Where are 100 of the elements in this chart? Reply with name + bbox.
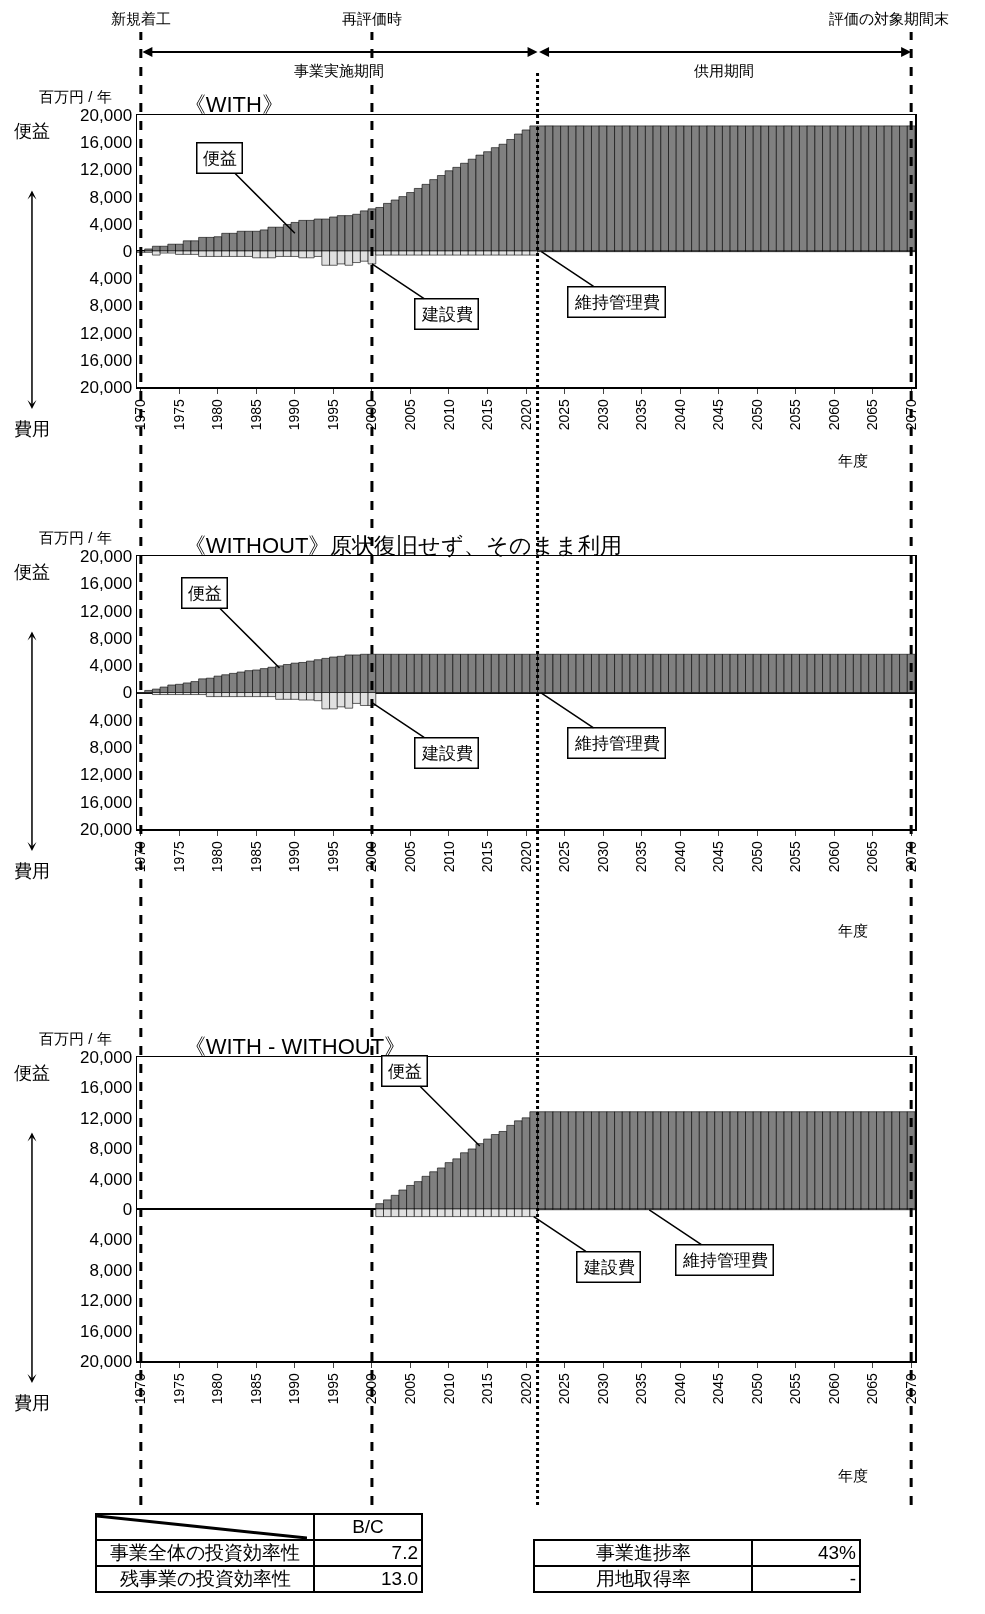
y-tick-label: 16,000 <box>80 1321 133 1341</box>
x-axis-title: 年度 <box>838 1467 868 1484</box>
x-tick-label: 1975 <box>170 1372 187 1405</box>
x-tick-label: 2005 <box>402 840 419 873</box>
text: 供用期間 <box>694 62 754 79</box>
x-tick-label: 2035 <box>633 1372 650 1405</box>
x-tick-label: 1985 <box>247 398 264 431</box>
x-tick-label: 2050 <box>748 840 765 873</box>
category-label: 残事業の投資効率性 <box>96 1566 314 1592</box>
y-tick-label: 8,000 <box>89 628 133 648</box>
x-tick-label: 1995 <box>324 840 341 873</box>
x-tick-label: 2055 <box>787 398 804 431</box>
y-tick-label: 4,000 <box>89 214 133 234</box>
x-tick-label: 1980 <box>209 840 226 873</box>
y-tick-label: 0 <box>122 683 133 703</box>
y-tick-label: 4,000 <box>89 710 133 730</box>
x-tick-label: 2045 <box>710 398 727 431</box>
ref-line-label: 評価の対象期間末 <box>829 10 949 27</box>
y-tick-label: 4,000 <box>89 656 133 676</box>
y-tick-label: 0 <box>122 1199 133 1219</box>
x-tick-label: 2030 <box>594 398 611 431</box>
x-tick-label: 2005 <box>402 398 419 431</box>
text: 43% <box>817 1542 856 1563</box>
y-tick-label: 12,000 <box>80 601 133 621</box>
x-tick-label: 2040 <box>671 840 688 873</box>
x-tick-label: 2030 <box>594 1372 611 1405</box>
annotation: 建設費 <box>582 1257 635 1277</box>
x-tick-label: 2060 <box>825 840 842 873</box>
y-tick-label: 12,000 <box>80 765 133 785</box>
y-tick-label: 20,000 <box>80 105 133 125</box>
y-tick-label: 16,000 <box>80 574 133 594</box>
x-tick-label: 2060 <box>825 1372 842 1405</box>
annotation: 便益 <box>387 1061 422 1081</box>
text: B/C <box>314 1514 422 1540</box>
x-axis-title: 年度 <box>838 452 868 469</box>
y-tick-label: 20,000 <box>80 377 133 397</box>
x-tick-label: 1985 <box>247 1372 264 1405</box>
y-axis-title: 百万円 / 年 <box>39 88 112 105</box>
x-tick-label: 2010 <box>440 840 457 873</box>
x-tick-label: 1995 <box>324 398 341 431</box>
annotation: 便益 <box>187 583 222 603</box>
x-tick-label: 2015 <box>479 840 496 873</box>
x-tick-label: 2055 <box>787 840 804 873</box>
x-tick-label: 2045 <box>710 1372 727 1405</box>
x-tick-label: 2025 <box>556 398 573 431</box>
y-axis-title: 百万円 / 年 <box>39 1030 112 1047</box>
x-tick-label: 2040 <box>671 1372 688 1405</box>
category-label: 用地取得率 <box>534 1566 752 1592</box>
text: 費用 <box>14 861 50 881</box>
annotation: 維持管理費 <box>573 292 660 312</box>
text: 7.2 <box>391 1542 418 1563</box>
x-tick-label: 2035 <box>633 840 650 873</box>
x-tick-label: 1980 <box>209 398 226 431</box>
chart-title: 《WITH》 <box>183 92 284 117</box>
annotation: 維持管理費 <box>573 733 660 753</box>
x-tick-label: 2035 <box>633 398 650 431</box>
y-tick-label: 8,000 <box>89 1139 133 1159</box>
x-tick-label: 1995 <box>324 1372 341 1405</box>
y-tick-label: 20,000 <box>80 546 133 566</box>
x-tick-label: 2025 <box>556 840 573 873</box>
x-tick-label: 2010 <box>440 398 457 431</box>
x-tick-label: 2065 <box>864 398 881 431</box>
x-tick-label: 2040 <box>671 398 688 431</box>
ref-line-label: 再評価時 <box>342 10 402 27</box>
x-tick-label: 1975 <box>170 840 187 873</box>
x-tick-label: 2005 <box>402 1372 419 1405</box>
y-tick-label: 16,000 <box>80 133 133 153</box>
x-tick-label: 1975 <box>170 398 187 431</box>
y-tick-label: 16,000 <box>80 350 133 370</box>
y-tick-label: 12,000 <box>80 323 133 343</box>
annotation: 建設費 <box>420 304 473 324</box>
x-tick-label: 1985 <box>247 840 264 873</box>
y-tick-label: 8,000 <box>89 738 133 758</box>
x-tick-label: 2050 <box>748 398 765 431</box>
x-tick-label: 2020 <box>517 1372 534 1405</box>
x-axis-title: 年度 <box>838 922 868 939</box>
y-tick-label: 16,000 <box>80 1078 133 1098</box>
y-tick-label: 20,000 <box>80 1047 133 1067</box>
chart-title: 《WITH - WITHOUT》 <box>183 1034 407 1059</box>
text: 便益 <box>14 121 50 141</box>
y-tick-label: 20,000 <box>80 819 133 839</box>
y-tick-label: 4,000 <box>89 1230 133 1250</box>
y-tick-label: 12,000 <box>80 1291 133 1311</box>
x-tick-label: 2020 <box>517 398 534 431</box>
x-tick-label: 1980 <box>209 1372 226 1405</box>
x-tick-label: 2010 <box>440 1372 457 1405</box>
annotation: 建設費 <box>420 743 473 763</box>
text: 費用 <box>14 419 50 439</box>
y-tick-label: 4,000 <box>89 269 133 289</box>
x-tick-label: 2020 <box>517 840 534 873</box>
annotation: 便益 <box>202 148 237 168</box>
x-tick-label: 2015 <box>479 398 496 431</box>
text: 便益 <box>14 562 50 582</box>
x-tick-label: 2055 <box>787 1372 804 1405</box>
x-tick-label: 2030 <box>594 840 611 873</box>
x-tick-label: 2050 <box>748 1372 765 1405</box>
text: 便益 <box>14 1063 50 1083</box>
y-tick-label: 8,000 <box>89 296 133 316</box>
ref-line-label: 新規着工 <box>111 10 171 27</box>
text: 事業実施期間 <box>294 62 384 79</box>
